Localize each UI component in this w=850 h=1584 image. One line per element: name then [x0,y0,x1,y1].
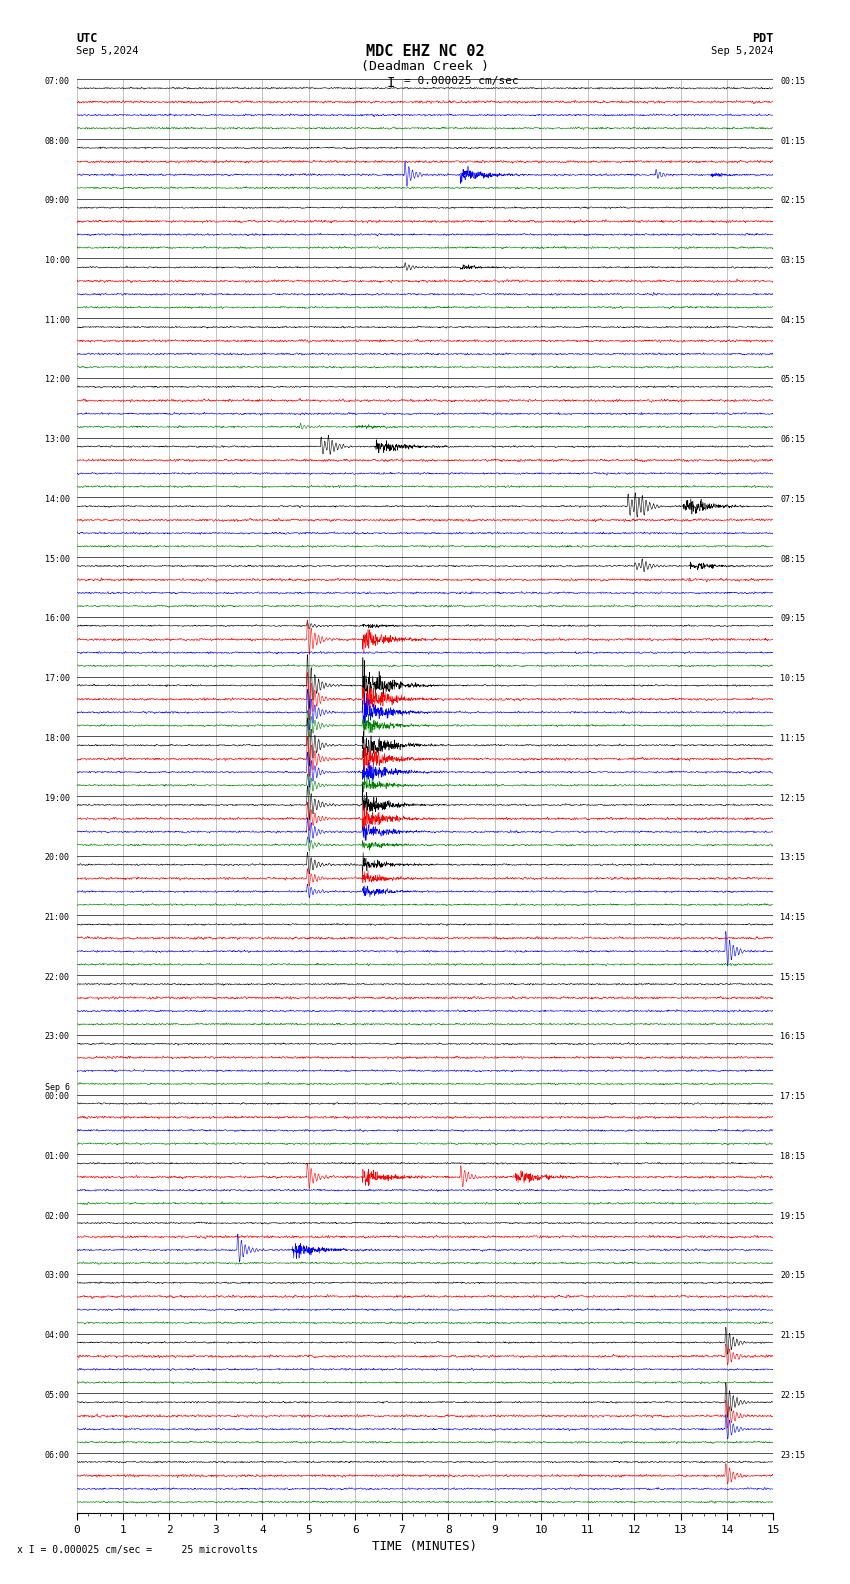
Text: 20:00: 20:00 [44,854,70,862]
Text: MDC EHZ NC 02: MDC EHZ NC 02 [366,44,484,59]
Text: 18:15: 18:15 [780,1152,806,1161]
Text: 10:00: 10:00 [44,257,70,265]
Text: 03:00: 03:00 [44,1272,70,1280]
Text: 02:00: 02:00 [44,1212,70,1221]
Text: 19:15: 19:15 [780,1212,806,1221]
Text: Sep 6
00:00: Sep 6 00:00 [44,1083,70,1101]
Text: 01:00: 01:00 [44,1152,70,1161]
Text: 11:15: 11:15 [780,733,806,743]
Text: 23:00: 23:00 [44,1033,70,1041]
Text: 09:00: 09:00 [44,196,70,206]
Text: 23:15: 23:15 [780,1451,806,1459]
Text: 20:15: 20:15 [780,1272,806,1280]
Text: 04:00: 04:00 [44,1331,70,1340]
Text: 19:00: 19:00 [44,794,70,803]
Text: 16:00: 16:00 [44,615,70,624]
Text: 15:15: 15:15 [780,973,806,982]
Text: 11:00: 11:00 [44,315,70,325]
Text: 06:15: 06:15 [780,436,806,444]
Text: 00:15: 00:15 [780,76,806,86]
X-axis label: TIME (MINUTES): TIME (MINUTES) [372,1540,478,1552]
Text: x I = 0.000025 cm/sec =     25 microvolts: x I = 0.000025 cm/sec = 25 microvolts [17,1546,258,1555]
Text: 16:15: 16:15 [780,1033,806,1041]
Text: 21:15: 21:15 [780,1331,806,1340]
Text: 09:15: 09:15 [780,615,806,624]
Text: 13:15: 13:15 [780,854,806,862]
Text: 04:15: 04:15 [780,315,806,325]
Text: 01:15: 01:15 [780,136,806,146]
Text: 21:00: 21:00 [44,912,70,922]
Text: 17:00: 17:00 [44,675,70,683]
Text: I: I [387,76,395,90]
Text: 08:15: 08:15 [780,554,806,564]
Text: 10:15: 10:15 [780,675,806,683]
Text: 08:00: 08:00 [44,136,70,146]
Text: 18:00: 18:00 [44,733,70,743]
Text: Sep 5,2024: Sep 5,2024 [76,46,139,55]
Text: (Deadman Creek ): (Deadman Creek ) [361,60,489,73]
Text: 12:15: 12:15 [780,794,806,803]
Text: 14:15: 14:15 [780,912,806,922]
Text: 06:00: 06:00 [44,1451,70,1459]
Text: 12:00: 12:00 [44,375,70,385]
Text: 07:00: 07:00 [44,76,70,86]
Text: 22:00: 22:00 [44,973,70,982]
Text: 14:00: 14:00 [44,494,70,504]
Text: PDT: PDT [752,32,774,44]
Text: 17:15: 17:15 [780,1093,806,1101]
Text: 15:00: 15:00 [44,554,70,564]
Text: 03:15: 03:15 [780,257,806,265]
Text: 05:15: 05:15 [780,375,806,385]
Text: Sep 5,2024: Sep 5,2024 [711,46,774,55]
Text: 07:15: 07:15 [780,494,806,504]
Text: = 0.000025 cm/sec: = 0.000025 cm/sec [404,76,518,86]
Text: 05:00: 05:00 [44,1391,70,1400]
Text: 22:15: 22:15 [780,1391,806,1400]
Text: 13:00: 13:00 [44,436,70,444]
Text: UTC: UTC [76,32,98,44]
Text: 02:15: 02:15 [780,196,806,206]
